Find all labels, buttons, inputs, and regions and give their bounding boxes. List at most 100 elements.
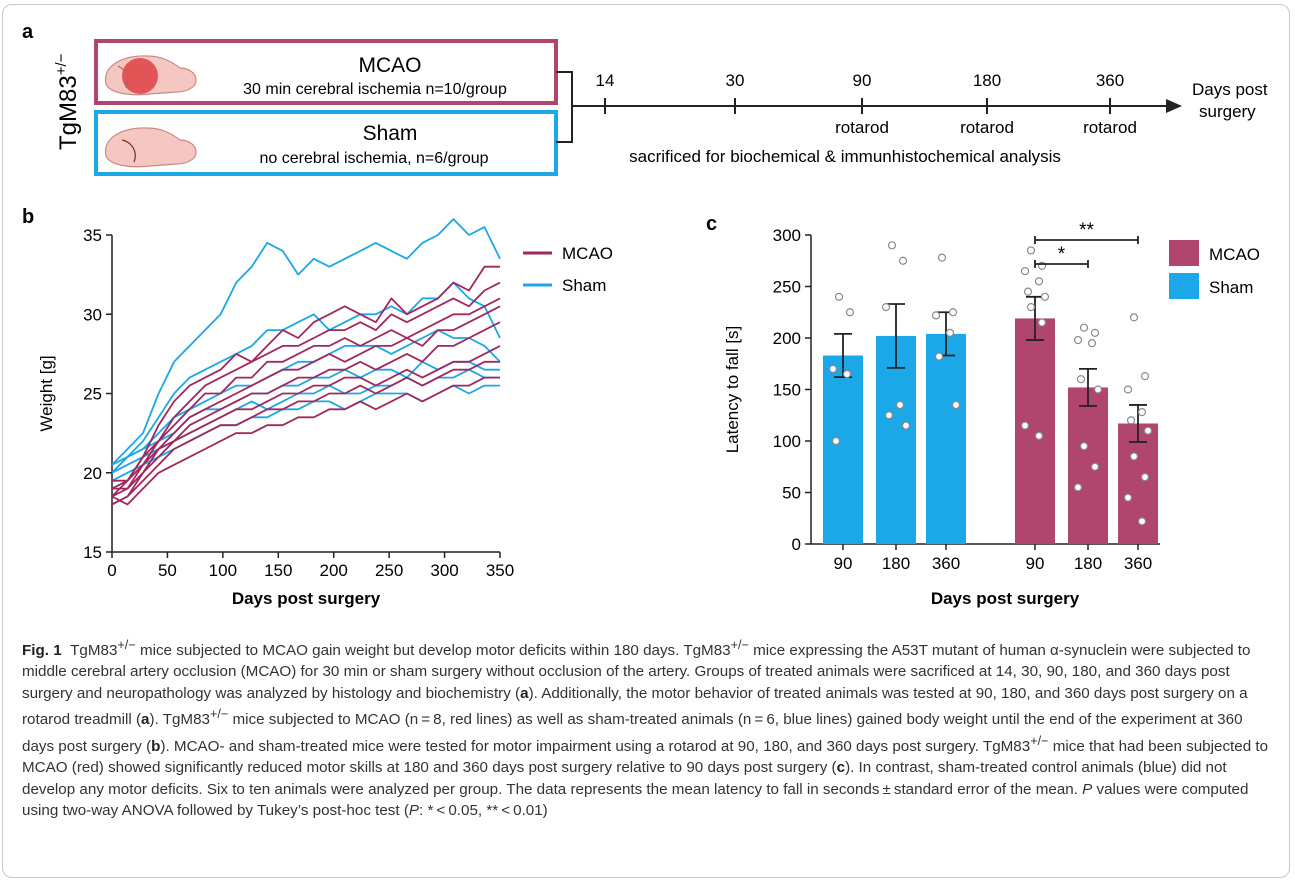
c-data-point	[1073, 335, 1083, 345]
sacrificed-text: sacrificed for biochemical & immunhistoc…	[629, 147, 1061, 166]
b-x-tick-label: 0	[107, 561, 116, 580]
b-series-line-mcao-8	[112, 297, 501, 490]
c-data-point	[1137, 408, 1147, 417]
c-data-point	[828, 364, 838, 373]
c-bar-mcao-360	[1118, 423, 1158, 544]
mcao-group-name: MCAO	[359, 54, 422, 77]
c-bar-sham-180	[876, 335, 916, 544]
b-y-axis-label: Weight [g]	[37, 355, 56, 431]
c-data-point	[1020, 266, 1030, 276]
mcao-group-desc: 30 min cerebral ischemia n=10/group	[243, 81, 507, 98]
c-legend-label-mcao: MCAO	[1209, 245, 1260, 264]
b-series-line-sham-1	[111, 281, 501, 474]
c-x-tick-label: 90	[1026, 554, 1045, 573]
c-x-tick-label: 90	[834, 554, 853, 573]
c-bar-mcao-180	[1068, 387, 1108, 544]
c-y-tick-label: 50	[782, 484, 801, 503]
c-data-point	[1034, 431, 1044, 440]
c-data-point	[1026, 246, 1036, 255]
rotarod-label: rotarod	[835, 118, 889, 137]
b-series-line-mcao-13	[111, 376, 500, 506]
b-series-line-mcao-12	[111, 360, 500, 506]
c-bar-sham-360	[926, 333, 966, 544]
b-series-line-mcao-6	[111, 265, 500, 490]
panel-a-label: a	[22, 21, 34, 43]
c-data-point	[1073, 483, 1083, 492]
c-data-point	[1143, 426, 1153, 435]
c-legend-swatch-sham	[1169, 273, 1199, 299]
timeline-tick-label: 30	[726, 71, 745, 90]
c-data-point	[881, 302, 891, 312]
b-series-line-mcao-10	[111, 321, 501, 498]
c-data-point	[1129, 313, 1139, 322]
c-data-point	[1037, 318, 1047, 327]
c-data-point	[1076, 375, 1086, 384]
caption-fig-label: Fig. 1	[22, 642, 62, 660]
c-data-point	[948, 308, 958, 317]
b-legend-label-sham: Sham	[562, 276, 606, 295]
c-legend-swatch-mcao	[1169, 240, 1199, 266]
b-x-tick-label: 200	[320, 561, 348, 580]
timeline-axis-label-2: surgery	[1199, 102, 1256, 121]
c-data-point	[951, 400, 961, 410]
c-y-tick-label: 100	[773, 432, 801, 451]
timeline-axis	[600, 99, 1182, 113]
c-legend-label-sham: Sham	[1209, 278, 1253, 297]
b-series-line-sham-2	[111, 329, 501, 474]
timeline-tick-label: 180	[973, 71, 1001, 90]
b-y-tick-label: 30	[83, 305, 102, 324]
c-data-point	[1123, 493, 1133, 502]
c-data-point	[1087, 339, 1097, 348]
b-y-tick-label: 35	[83, 226, 102, 245]
panel-a-timeline: a TgM83+/− MCAO 30 min cerebral ischemia…	[22, 21, 1268, 176]
timeline-tick-label: 360	[1096, 71, 1124, 90]
c-significance-label: *	[1058, 244, 1066, 265]
rotarod-label: rotarod	[960, 118, 1014, 137]
sham-group-name: Sham	[363, 122, 418, 145]
c-data-point	[1034, 277, 1044, 286]
c-data-point	[1090, 328, 1100, 337]
b-x-tick-label: 300	[430, 561, 458, 580]
c-data-point	[1020, 421, 1030, 430]
c-data-point	[1137, 517, 1147, 526]
c-y-tick-label: 150	[773, 381, 801, 400]
c-data-point	[845, 308, 855, 317]
b-series-line-mcao-11	[112, 345, 501, 482]
c-x-tick-label: 180	[1074, 554, 1102, 573]
c-y-axis-label: Latency to fall [s]	[723, 326, 742, 454]
c-data-point	[934, 352, 944, 361]
c-bar-mcao-90	[1015, 318, 1055, 544]
c-data-point	[1040, 292, 1050, 301]
c-data-point	[831, 436, 841, 446]
b-x-tick-label: 100	[209, 561, 237, 580]
timeline-tick-label: 14	[596, 71, 615, 90]
c-x-axis-label: Days post surgery	[931, 589, 1080, 608]
c-data-point	[884, 411, 894, 420]
panel-c-rotarod-chart: c 0 50 100 150 200 250 300 Days post surgery Lat…	[706, 213, 1260, 608]
c-data-point	[898, 256, 908, 265]
c-data-point	[842, 369, 852, 379]
c-data-point	[834, 292, 844, 301]
panel-c-label: c	[706, 213, 717, 235]
timeline-axis-label-1: Days post	[1192, 80, 1268, 99]
sham-group-desc: no cerebral ischemia, n=6/group	[259, 150, 488, 167]
rotarod-label: rotarod	[1083, 118, 1137, 137]
c-data-point	[1079, 442, 1089, 451]
c-bar-sham-90	[823, 355, 863, 544]
c-y-tick-label: 0	[792, 535, 801, 554]
b-series-line-mcao-7	[111, 281, 501, 498]
c-y-tick-label: 250	[773, 278, 801, 297]
c-data-point	[937, 253, 947, 262]
b-series-line-sham-0	[111, 218, 501, 466]
c-data-point	[1023, 287, 1033, 296]
b-x-tick-label: 250	[375, 561, 403, 580]
caption-text: TgM83	[70, 642, 118, 660]
b-series-line-mcao-9	[111, 305, 501, 506]
b-x-tick-label: 50	[158, 561, 177, 580]
b-y-tick-label: 25	[83, 385, 102, 404]
c-data-point	[1123, 385, 1133, 394]
figure-caption: Fig. 1 TgM83+/− mice subjected to MCAO g…	[22, 638, 1269, 820]
c-data-point	[1129, 452, 1139, 461]
c-data-point	[901, 421, 911, 430]
